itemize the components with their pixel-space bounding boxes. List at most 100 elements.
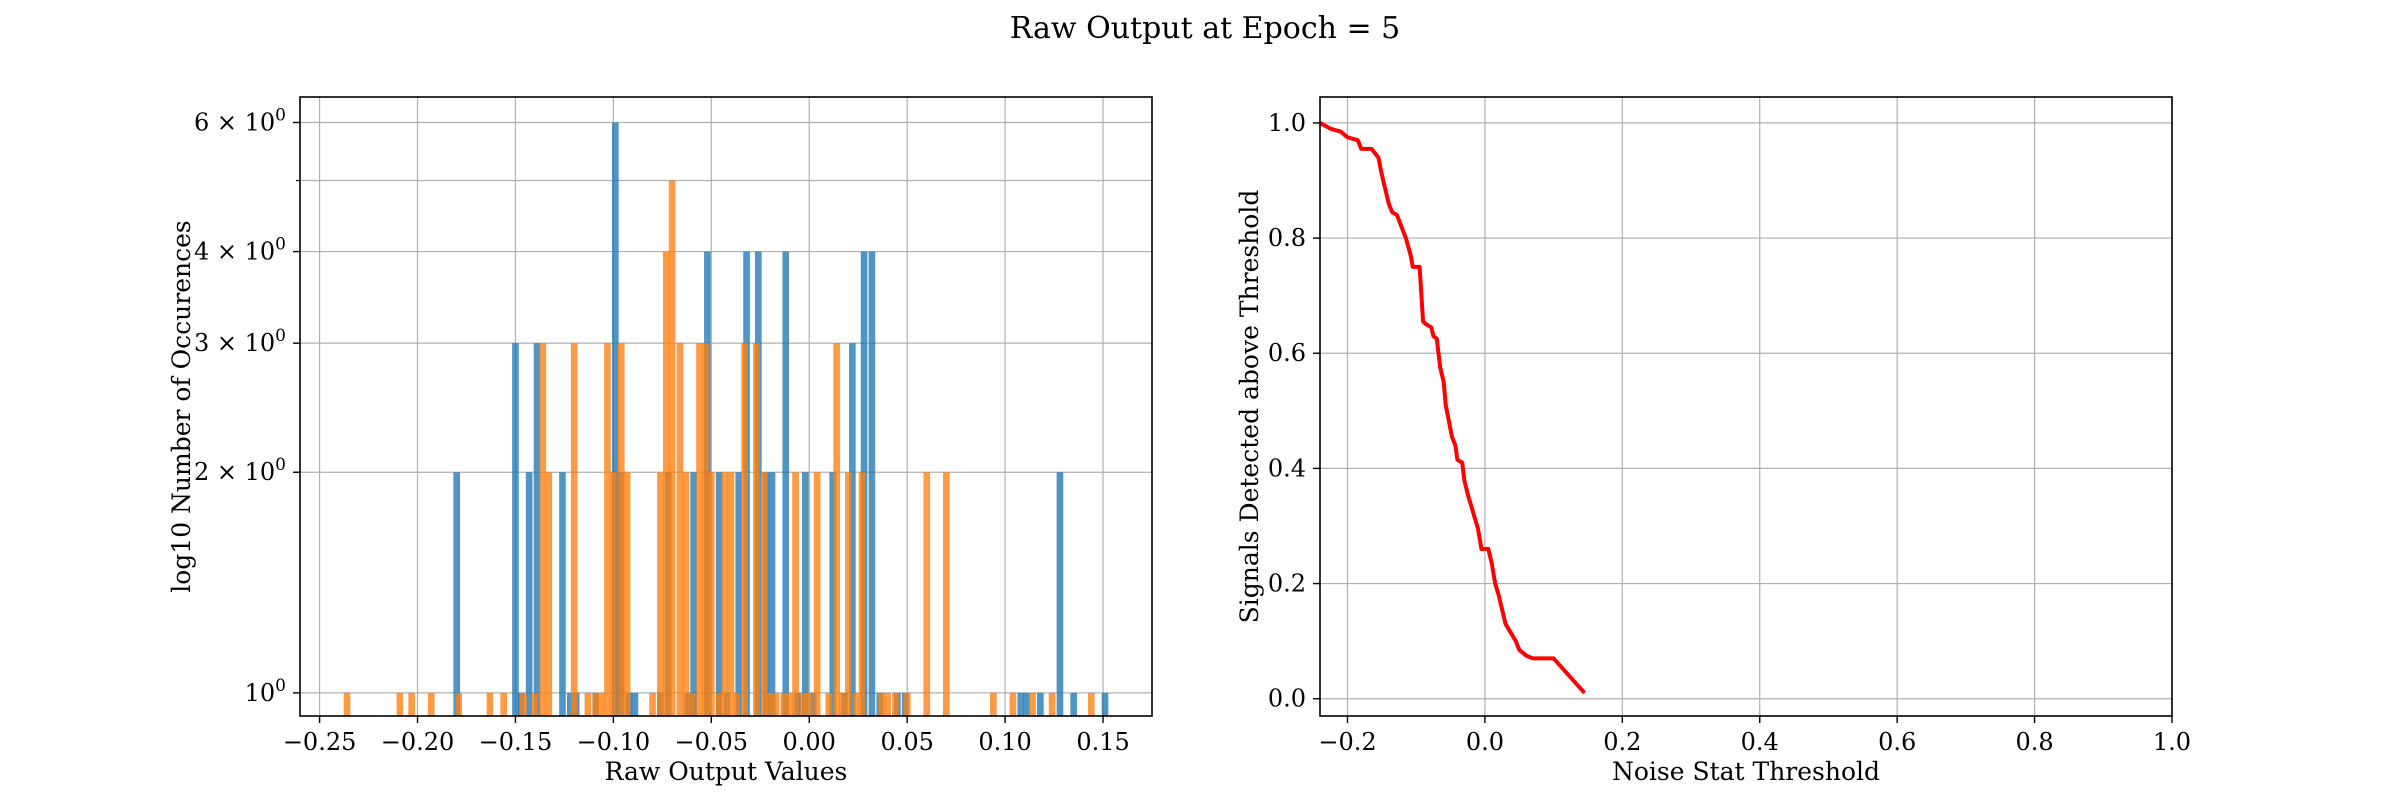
y-axis-title: Signals Detected above Threshold — [1235, 190, 1264, 624]
histogram-bar-orange — [570, 343, 578, 716]
histogram-bar-orange — [610, 472, 617, 716]
histogram-bar-orange — [668, 180, 676, 717]
histogram-bar-orange — [839, 692, 846, 716]
x-tick-label: −0.2 — [1318, 728, 1376, 756]
y-tick-label: 2 × 100 — [194, 455, 286, 486]
histogram-bar-blue — [612, 122, 619, 717]
histogram-bar-orange — [455, 692, 462, 716]
histogram-bar-orange — [813, 472, 821, 716]
histogram-bar-blue — [559, 472, 566, 716]
histogram-bar-orange — [539, 343, 547, 716]
y-tick-label: 6 × 100 — [194, 105, 286, 136]
histogram-bar-blue — [809, 692, 817, 716]
histogram-bar-orange — [1009, 692, 1017, 716]
y-tick-label: 0.4 — [1268, 454, 1306, 482]
histogram-bar-orange — [727, 472, 735, 716]
x-tick-label: 0.2 — [1603, 728, 1641, 756]
histogram-bar-blue — [1056, 472, 1064, 716]
y-tick-label: 3 × 100 — [194, 326, 286, 357]
x-tick-label: −0.20 — [381, 728, 455, 756]
histogram-bar-orange — [760, 472, 768, 716]
histogram-bar-orange — [592, 692, 600, 716]
histogram-bar-orange — [852, 692, 860, 716]
histogram-bar-orange — [892, 692, 899, 716]
histogram-bar-blue — [801, 472, 809, 716]
histogram-bar-blue — [690, 472, 698, 716]
histogram-bar-orange — [792, 472, 799, 716]
histogram-bar-orange — [676, 343, 684, 716]
y-axis-title: log10 Number of Occurences — [167, 220, 196, 593]
histogram-bar-orange — [845, 472, 852, 716]
histogram-bar-orange — [662, 251, 670, 716]
histogram-bar-blue — [1017, 692, 1025, 716]
detection-curve-line — [1320, 121, 1587, 695]
histogram-bar-orange — [598, 692, 605, 716]
histogram-bar-orange — [923, 472, 931, 716]
x-tick-label: 0.10 — [978, 728, 1031, 756]
histogram-bar-blue — [829, 472, 837, 716]
histogram-bar-orange — [715, 692, 723, 716]
histogram-bar-orange — [766, 692, 774, 716]
histogram-bar-blue — [768, 472, 776, 716]
histogram-bar-orange — [753, 343, 760, 716]
histogram-bar-orange — [833, 343, 840, 716]
histogram-bar-blue — [512, 343, 519, 716]
histogram-bar-orange — [1048, 692, 1056, 716]
x-tick-label: 0.8 — [2015, 728, 2053, 756]
histogram-bar-blue — [868, 251, 876, 716]
y-tick-label: 0.2 — [1268, 570, 1306, 598]
figure-title: Raw Output at Epoch = 5 — [1010, 11, 1401, 46]
histogram-bar-orange — [408, 692, 415, 716]
histogram-bar-blue — [533, 343, 541, 716]
histogram-bar-orange — [702, 343, 709, 716]
histogram-bar-blue — [631, 692, 639, 716]
y-tick-label: 0.8 — [1268, 224, 1306, 252]
histogram-bar-orange — [1029, 692, 1036, 716]
histogram-bar-orange — [878, 692, 886, 716]
histogram-bar-orange — [396, 692, 404, 716]
histogram-bar-orange — [696, 343, 703, 716]
histogram-bar-blue — [453, 472, 461, 716]
histogram-bar-orange — [500, 692, 508, 716]
histogram-bar-orange — [786, 692, 793, 716]
histogram-bar-blue — [1023, 692, 1030, 716]
histogram-bar-blue — [525, 472, 533, 716]
histogram-bar-orange — [682, 472, 690, 716]
x-tick-label: 0.4 — [1741, 728, 1779, 756]
histogram-bar-orange — [519, 692, 527, 716]
x-tick-label: −0.15 — [479, 728, 553, 756]
x-tick-label: 0.05 — [880, 728, 933, 756]
histogram-bar-orange — [990, 692, 997, 716]
histogram-bar-blue — [1101, 692, 1109, 716]
x-axis-title: Raw Output Values — [605, 757, 848, 786]
histogram-bar-orange — [733, 692, 741, 716]
histogram-bar-orange — [943, 472, 950, 716]
x-tick-label: 0.15 — [1076, 728, 1129, 756]
histogram-bar-orange — [805, 692, 813, 716]
histogram-bar-orange — [884, 692, 891, 716]
x-axis-title: Noise Stat Threshold — [1612, 757, 1880, 786]
histogram-panel: −0.25 −0.20 −0.15 −0.10 −0.05 0.00 0.05 0.10 0.1… — [167, 96, 1153, 786]
x-tick-label: −0.05 — [675, 728, 749, 756]
histogram-bar-blue — [1070, 692, 1077, 716]
histogram-bar-blue — [566, 692, 574, 716]
x-tick-label: 1.0 — [2153, 728, 2191, 756]
histogram-bar-blue — [735, 472, 743, 716]
histogram-bar-orange — [617, 343, 625, 716]
y-tick-label: 0.0 — [1268, 685, 1306, 713]
histogram-bar-blue — [1037, 692, 1044, 716]
histogram-bar-orange — [486, 692, 494, 716]
histogram-bar-orange — [604, 343, 611, 716]
histogram-bar-orange — [427, 692, 435, 716]
x-tick-label: −0.10 — [577, 728, 651, 756]
histogram-bar-orange — [707, 472, 715, 716]
histogram-bar-orange — [688, 692, 696, 716]
x-tick-label: 0.6 — [1878, 728, 1916, 756]
axes-frame — [299, 96, 1153, 717]
histogram-bar-orange — [649, 692, 656, 716]
histogram-bar-blue — [849, 343, 856, 716]
y-tick-label: 4 × 100 — [194, 235, 286, 266]
x-tick-label: −0.25 — [283, 728, 357, 756]
histogram-bar-orange — [623, 472, 631, 716]
